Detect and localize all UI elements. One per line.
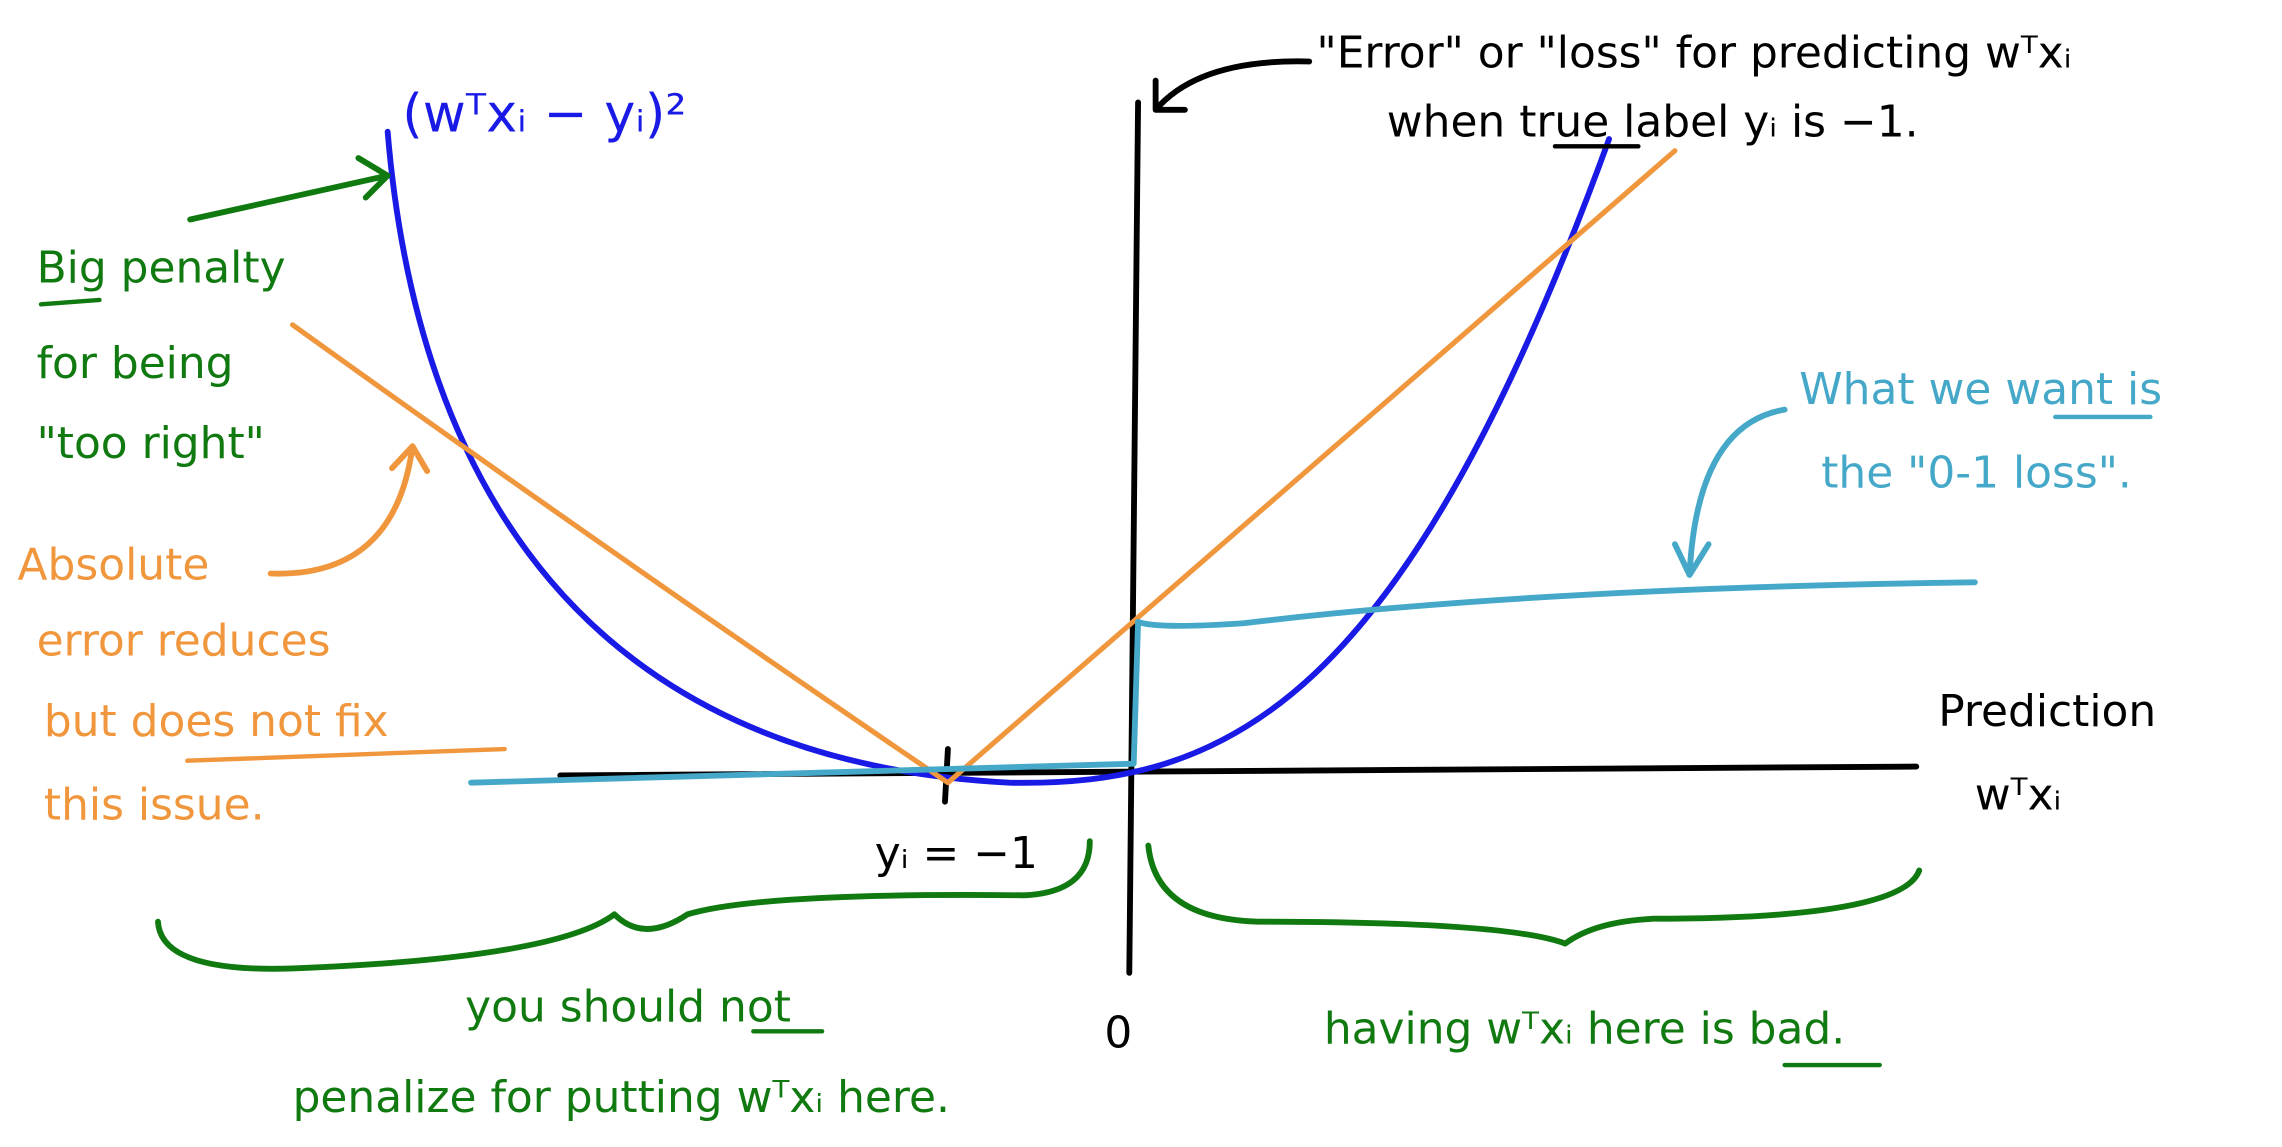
label: What we want is xyxy=(1799,364,2162,415)
label: "too right" xyxy=(37,418,265,469)
label: the "0-1 loss". xyxy=(1821,447,2132,498)
y-axis xyxy=(1129,102,1138,972)
label: 0 xyxy=(1104,1008,1132,1059)
orange-arrow xyxy=(271,446,428,573)
label: "Error" or "loss" for predicting wᵀxᵢ xyxy=(1317,28,2072,79)
label: penalize for putting wᵀxᵢ here. xyxy=(293,1072,950,1123)
label: Absolute xyxy=(18,540,210,591)
label: Big penalty xyxy=(37,243,286,294)
diagram: (wᵀxᵢ − yᵢ)² "Error" or "loss" for predi… xyxy=(0,0,2282,1147)
page: {"labels": { "squared_error": "(wᵀxᵢ − y… xyxy=(0,0,2282,1147)
label: wᵀxᵢ xyxy=(1975,769,2062,820)
label: (wᵀxᵢ − yᵢ)² xyxy=(402,84,686,145)
label: having wᵀxᵢ here is bad. xyxy=(1324,1003,1845,1054)
label: error reduces xyxy=(37,616,331,667)
underline xyxy=(41,300,100,304)
squared-error-curve xyxy=(388,132,1609,783)
black-arrow xyxy=(1156,61,1310,109)
cyan-arrow xyxy=(1675,410,1785,575)
green-arrow xyxy=(190,158,387,219)
label: Prediction xyxy=(1938,686,2156,737)
label: for being xyxy=(37,338,234,389)
label: when true label yᵢ is −1. xyxy=(1387,96,1919,147)
label: this issue. xyxy=(44,780,265,831)
label: yᵢ = −1 xyxy=(875,828,1038,879)
underline xyxy=(187,749,504,761)
right-brace xyxy=(1148,846,1919,944)
label: you should not xyxy=(465,981,791,1032)
label: but does not fix xyxy=(44,696,389,747)
